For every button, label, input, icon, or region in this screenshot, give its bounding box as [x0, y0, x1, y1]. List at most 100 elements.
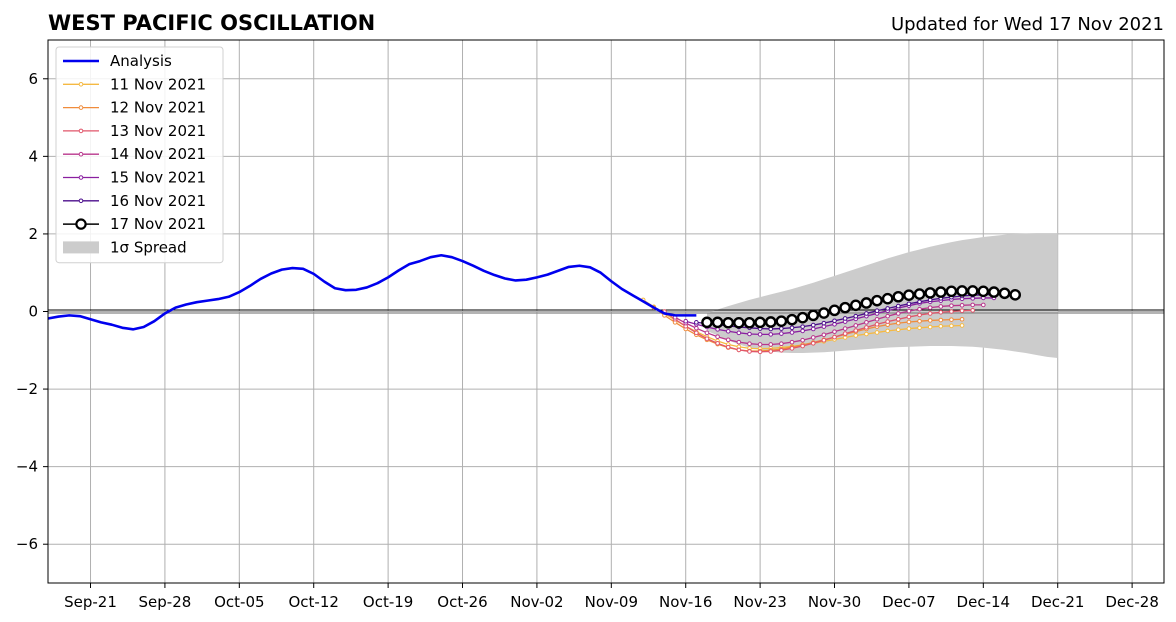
forecast-point — [938, 309, 944, 315]
forecast-point — [927, 318, 933, 323]
forecast-point — [694, 320, 699, 325]
forecast-point — [903, 289, 915, 302]
legend-swatch-marker — [78, 175, 84, 180]
forecast-point — [913, 288, 926, 300]
x-tick-label: Oct-12 — [288, 593, 338, 611]
forecast-point — [736, 347, 742, 353]
forecast-point — [800, 337, 805, 343]
forecast-point — [885, 306, 890, 311]
forecast-point — [917, 325, 922, 331]
y-tick-label: 2 — [28, 225, 38, 243]
forecast-point — [768, 332, 774, 337]
legend-swatch-marker — [78, 198, 84, 204]
forecast-point — [764, 316, 777, 328]
x-tick-label: Sep-21 — [64, 593, 117, 611]
forecast-point — [874, 316, 880, 322]
forecast-point — [874, 330, 880, 335]
legend-entry: 17 Nov 2021 — [63, 215, 206, 233]
chart-title: WEST PACIFIC OSCILLATION — [48, 11, 375, 35]
x-tick-label: Oct-26 — [437, 593, 487, 611]
forecast-point — [757, 332, 763, 337]
forecast-point — [818, 307, 830, 319]
forecast-point — [860, 297, 873, 309]
axes-layer: −6 −4 −2 0 2 4 6 Sep-21 Sep-28 Oct-05 Oct-12 Oct-19… — [16, 70, 1159, 611]
forecast-point — [885, 313, 890, 319]
forecast-point — [789, 346, 795, 351]
forecast-point — [871, 294, 883, 307]
forecast-point — [945, 285, 958, 298]
forecast-point — [881, 292, 894, 305]
x-tick-label: Nov-23 — [733, 593, 786, 611]
forecast-point — [864, 331, 869, 337]
legend-label: 17 Nov 2021 — [110, 215, 206, 233]
forecast-point — [775, 315, 788, 327]
analysis-line — [47, 253, 697, 331]
forecast-point — [842, 316, 848, 321]
forecast-point — [935, 286, 947, 298]
forecast-point — [977, 285, 990, 298]
forecast-point — [736, 330, 742, 336]
forecast-point — [959, 302, 965, 308]
forecast-point — [810, 322, 816, 328]
legend-label: 16 Nov 2021 — [110, 192, 206, 210]
forecast-point — [725, 328, 731, 334]
forecast-point — [779, 341, 784, 346]
legend-swatch-marker — [78, 82, 84, 87]
forecast-point — [828, 304, 841, 317]
forecast-point — [789, 339, 795, 345]
x-tick-label: Nov-02 — [510, 593, 563, 611]
x-tick-label: Nov-09 — [585, 593, 638, 611]
legend-label: 12 Nov 2021 — [110, 99, 206, 117]
forecast-point — [725, 344, 731, 350]
legend-swatch-marker — [75, 218, 87, 230]
forecast-point — [810, 335, 816, 340]
legend-entry: 12 Nov 2021 — [63, 99, 206, 117]
forecast-point — [906, 319, 912, 325]
y-tick-label: 6 — [28, 70, 38, 88]
forecast-point — [892, 290, 905, 303]
x-tick-label: Dec-21 — [1031, 593, 1085, 611]
forecast-point — [722, 316, 735, 329]
forecast-point — [807, 309, 820, 322]
legend-entry: 15 Nov 2021 — [63, 169, 206, 187]
forecast-point — [694, 330, 699, 336]
forecast-point — [949, 309, 954, 314]
forecast-point — [1009, 289, 1022, 301]
forecast-point — [938, 304, 944, 309]
legend-label: Analysis — [110, 52, 172, 70]
forecast-point — [864, 325, 869, 330]
forecast-point — [704, 330, 710, 336]
forecast-point — [906, 301, 912, 307]
forecast-point — [849, 299, 862, 312]
forecast-point — [895, 303, 901, 309]
forecast-point — [895, 311, 901, 316]
forecast-point — [895, 320, 901, 326]
forecast-point — [981, 302, 986, 308]
forecast-point — [800, 343, 805, 349]
series-layer — [47, 253, 1022, 355]
forecast-point — [853, 323, 859, 328]
forecast-point — [864, 320, 869, 325]
forecast-point — [864, 311, 869, 316]
x-tick-label: Oct-19 — [363, 593, 413, 611]
forecast-point — [779, 326, 784, 331]
forecast-point — [949, 303, 954, 308]
forecast-point — [694, 325, 699, 331]
forecast-point — [733, 316, 745, 329]
forecast-point — [821, 337, 827, 343]
forecast-point — [747, 331, 752, 337]
forecast-point — [832, 329, 837, 334]
forecast-point — [796, 311, 809, 324]
y-tick-label: 4 — [28, 147, 38, 165]
forecast-point — [927, 305, 933, 310]
forecast-point — [853, 328, 859, 333]
legend-entry: 1σ Spread — [63, 238, 187, 256]
forecast-point — [842, 326, 848, 331]
series-17-nov-2021 — [701, 285, 1022, 329]
forecast-point — [966, 285, 979, 297]
forecast-point — [917, 299, 922, 305]
x-tick-label: Dec-28 — [1105, 593, 1159, 611]
forecast-point — [725, 337, 731, 343]
forecast-point — [853, 333, 859, 338]
forecast-point — [956, 285, 968, 297]
